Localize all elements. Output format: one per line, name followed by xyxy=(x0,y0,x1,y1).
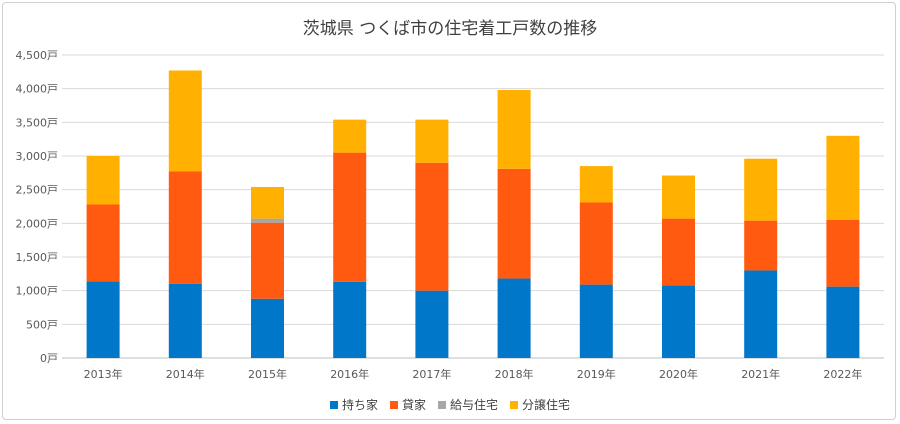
x-axis-ticks: 2013年 2014年 2015年 2016年 2017年 2018年 2019年 2020年… xyxy=(84,367,863,381)
legend-item: 持ち家 xyxy=(329,396,378,413)
legend-label: 給与住宅 xyxy=(450,398,499,412)
x-tick-label: 2020年 xyxy=(659,367,698,381)
bar-segment xyxy=(251,186,284,219)
x-tick-label: 2018年 xyxy=(495,367,534,381)
legend-swatch xyxy=(389,400,398,409)
y-tick-label: 1,500戸 xyxy=(16,251,59,264)
bar-segment xyxy=(662,285,695,358)
chart-title: 茨城県 つくば市の住宅着工戸数の推移 xyxy=(302,19,598,39)
y-tick-label: 4,500戸 xyxy=(16,49,59,62)
y-tick-label: 0戸 xyxy=(40,352,58,365)
bar-segment xyxy=(333,152,367,282)
x-tick-label: 2013年 xyxy=(84,367,123,381)
bar-segment xyxy=(744,270,778,358)
y-tick-label: 3,500戸 xyxy=(16,116,59,129)
legend: 持ち家 貸家 給与住宅 分譲住宅 xyxy=(0,396,900,413)
bar-segment xyxy=(333,281,367,358)
bar-segment xyxy=(497,168,531,279)
y-axis-ticks: 0戸 500戸 1,000戸 1,500戸 2,000戸 2,500戸 3,000戸 3,50… xyxy=(16,49,59,365)
legend-swatch xyxy=(329,400,338,409)
y-tick-label: 3,000戸 xyxy=(16,150,59,163)
bar-segment xyxy=(826,219,860,287)
bar-segment xyxy=(251,222,284,299)
legend-swatch xyxy=(438,400,446,409)
legend-label: 貸家 xyxy=(401,398,426,412)
bar-segment xyxy=(415,290,449,358)
bar-segment xyxy=(333,119,367,153)
bar-segment xyxy=(86,156,120,205)
bar-segment xyxy=(826,286,860,358)
legend-item: 分譲住宅 xyxy=(510,396,570,413)
bar-segment xyxy=(251,298,284,358)
y-tick-label: 2,500戸 xyxy=(16,184,59,197)
bar-segment xyxy=(497,278,531,358)
legend-label: 分譲住宅 xyxy=(522,398,571,412)
bar-segment xyxy=(415,119,449,163)
x-tick-label: 2021年 xyxy=(741,367,780,381)
bar-segment xyxy=(826,135,860,220)
x-tick-label: 2017年 xyxy=(412,367,451,381)
x-tick-label: 2015年 xyxy=(248,367,287,381)
x-tick-label: 2022年 xyxy=(823,367,862,381)
y-tick-label: 2,000戸 xyxy=(16,217,59,230)
x-tick-label: 2019年 xyxy=(577,367,616,381)
bar-segment xyxy=(744,158,778,221)
legend-label: 持ち家 xyxy=(341,398,378,412)
bar-segment xyxy=(744,220,778,271)
bar-segment xyxy=(86,204,120,282)
bar-segment xyxy=(579,284,613,358)
bars xyxy=(86,70,860,358)
bar-segment xyxy=(579,166,613,203)
bar-segment xyxy=(168,283,202,358)
bar-segment xyxy=(168,70,202,172)
bar-segment xyxy=(168,171,202,284)
bar-segment xyxy=(662,218,695,286)
legend-item: 給与住宅 xyxy=(438,396,498,413)
legend-swatch xyxy=(510,400,519,409)
bar-segment xyxy=(497,90,531,169)
legend-item: 貸家 xyxy=(389,396,426,413)
x-tick-label: 2014年 xyxy=(166,367,205,381)
y-tick-label: 4,000戸 xyxy=(16,83,59,96)
y-tick-label: 1,000戸 xyxy=(16,285,59,298)
y-tick-label: 500戸 xyxy=(26,318,58,331)
bar-segment xyxy=(415,162,449,291)
bar-segment xyxy=(579,202,613,285)
bar-segment xyxy=(662,175,695,219)
bar-segment xyxy=(86,281,120,358)
bar-segment xyxy=(251,218,284,223)
x-tick-label: 2016年 xyxy=(330,367,369,381)
